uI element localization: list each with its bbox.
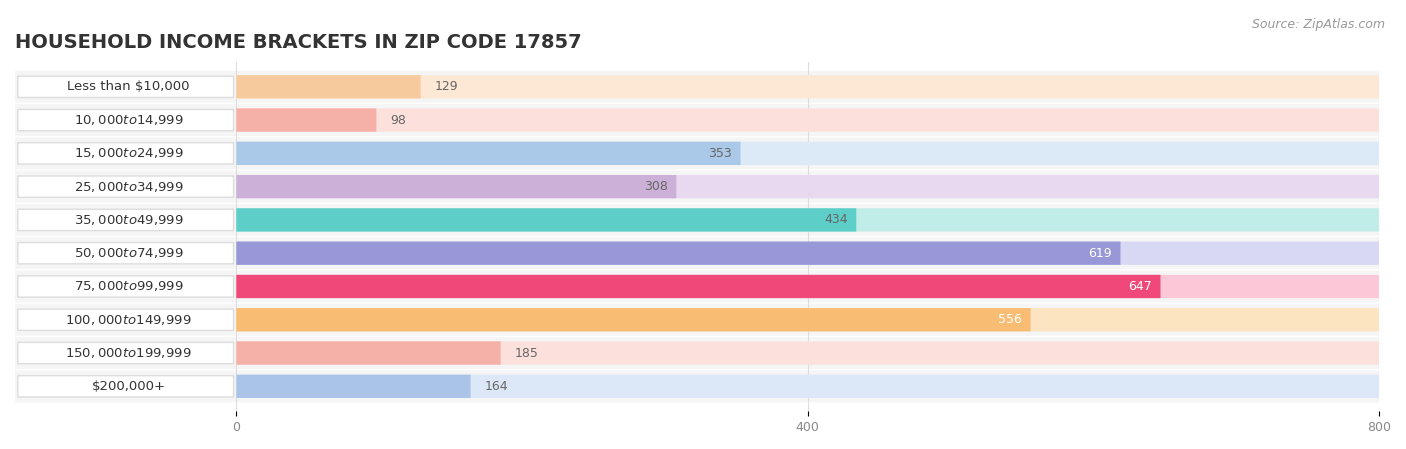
FancyBboxPatch shape <box>18 110 233 131</box>
FancyBboxPatch shape <box>236 275 1379 298</box>
FancyBboxPatch shape <box>236 109 1379 132</box>
Text: $25,000 to $34,999: $25,000 to $34,999 <box>73 180 183 194</box>
FancyBboxPatch shape <box>236 374 1379 398</box>
Text: 353: 353 <box>709 147 733 160</box>
FancyBboxPatch shape <box>18 276 233 297</box>
FancyBboxPatch shape <box>236 341 501 365</box>
Text: 556: 556 <box>998 313 1022 326</box>
FancyBboxPatch shape <box>236 75 420 98</box>
FancyBboxPatch shape <box>18 309 233 330</box>
FancyBboxPatch shape <box>18 376 233 397</box>
FancyBboxPatch shape <box>236 374 471 398</box>
FancyBboxPatch shape <box>15 270 1379 303</box>
FancyBboxPatch shape <box>15 237 1379 269</box>
FancyBboxPatch shape <box>236 208 856 232</box>
FancyBboxPatch shape <box>236 242 1379 265</box>
FancyBboxPatch shape <box>15 104 1379 136</box>
FancyBboxPatch shape <box>15 204 1379 236</box>
Text: $10,000 to $14,999: $10,000 to $14,999 <box>73 113 183 127</box>
Text: $100,000 to $149,999: $100,000 to $149,999 <box>65 313 191 327</box>
FancyBboxPatch shape <box>15 304 1379 336</box>
Text: $35,000 to $49,999: $35,000 to $49,999 <box>73 213 183 227</box>
FancyBboxPatch shape <box>236 341 1379 365</box>
FancyBboxPatch shape <box>236 75 1379 98</box>
Text: $200,000+: $200,000+ <box>91 380 166 393</box>
FancyBboxPatch shape <box>236 142 1379 165</box>
FancyBboxPatch shape <box>18 143 233 164</box>
Text: 185: 185 <box>515 347 538 360</box>
FancyBboxPatch shape <box>15 71 1379 103</box>
FancyBboxPatch shape <box>15 171 1379 202</box>
Text: 164: 164 <box>485 380 509 393</box>
Text: $75,000 to $99,999: $75,000 to $99,999 <box>73 279 183 294</box>
FancyBboxPatch shape <box>15 337 1379 369</box>
FancyBboxPatch shape <box>236 242 1121 265</box>
FancyBboxPatch shape <box>236 175 676 198</box>
FancyBboxPatch shape <box>18 76 233 97</box>
Text: $15,000 to $24,999: $15,000 to $24,999 <box>73 146 183 160</box>
Text: $50,000 to $74,999: $50,000 to $74,999 <box>73 246 183 260</box>
Text: 98: 98 <box>391 114 406 127</box>
Text: HOUSEHOLD INCOME BRACKETS IN ZIP CODE 17857: HOUSEHOLD INCOME BRACKETS IN ZIP CODE 17… <box>15 33 582 52</box>
FancyBboxPatch shape <box>18 343 233 364</box>
FancyBboxPatch shape <box>15 137 1379 169</box>
FancyBboxPatch shape <box>236 175 1379 198</box>
Text: 647: 647 <box>1128 280 1152 293</box>
Text: $150,000 to $199,999: $150,000 to $199,999 <box>65 346 191 360</box>
FancyBboxPatch shape <box>236 142 741 165</box>
Text: 434: 434 <box>824 213 848 226</box>
FancyBboxPatch shape <box>236 308 1031 331</box>
FancyBboxPatch shape <box>236 275 1160 298</box>
FancyBboxPatch shape <box>236 109 377 132</box>
FancyBboxPatch shape <box>18 242 233 264</box>
FancyBboxPatch shape <box>18 209 233 231</box>
Text: 129: 129 <box>434 80 458 93</box>
FancyBboxPatch shape <box>15 370 1379 402</box>
Text: 308: 308 <box>644 180 668 193</box>
FancyBboxPatch shape <box>236 308 1379 331</box>
FancyBboxPatch shape <box>236 208 1379 232</box>
Text: 619: 619 <box>1088 247 1112 260</box>
Text: Less than $10,000: Less than $10,000 <box>67 80 190 93</box>
FancyBboxPatch shape <box>18 176 233 197</box>
Text: Source: ZipAtlas.com: Source: ZipAtlas.com <box>1251 18 1385 31</box>
